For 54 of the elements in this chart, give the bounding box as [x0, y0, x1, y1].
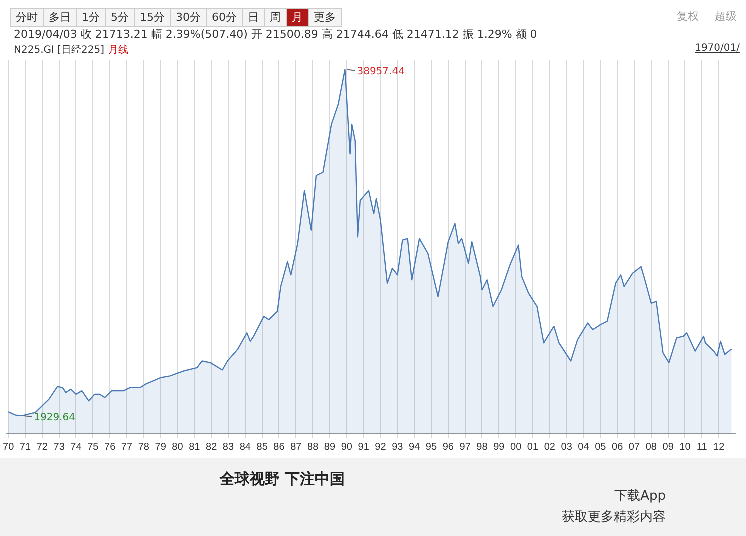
x-tick-label: 09	[662, 442, 674, 453]
x-tick-label: 03	[561, 442, 573, 453]
x-tick-label: 11	[696, 442, 708, 453]
x-tick-label: 96	[442, 442, 454, 453]
x-tick-label: 97	[460, 442, 472, 453]
x-tick-label: 00	[510, 442, 522, 453]
text: 2019/04/03 收 21713.21 幅 2.39%(507.40) 开 21500.89 高 21744.64 低 21471.12 振 1.29% 额 0	[14, 27, 538, 42]
x-tick-label: 74	[70, 442, 82, 453]
x-tick-label: 79	[155, 442, 167, 453]
x-tick-label: 99	[494, 442, 506, 453]
x-tick-label: 89	[324, 442, 336, 453]
text: 全球视野 下注中国	[220, 470, 346, 489]
x-tick-label: 98	[476, 442, 488, 453]
x-tick-label: 85	[256, 442, 268, 453]
x-tick-label: 10	[680, 442, 692, 453]
x-tick-label: 02	[544, 442, 556, 453]
x-tick-label: 81	[189, 442, 201, 453]
x-tick-label: 86	[274, 442, 286, 453]
x-tick-label: 93	[392, 442, 404, 453]
x-tick-label: 70	[3, 442, 15, 453]
x-tick-label: 78	[138, 442, 150, 453]
x-tick-label: 88	[308, 442, 320, 453]
x-tick-label: 72	[36, 442, 48, 453]
text: 获取更多精彩内容	[562, 509, 666, 527]
x-tick-label: 77	[121, 442, 133, 453]
data-label: 1929.64	[34, 412, 76, 424]
x-tick-label: 75	[88, 442, 100, 453]
text: 1970/01/	[695, 43, 740, 54]
text: 复权 超级	[677, 10, 737, 23]
text: 分时 多日 1分 5分 15分 30分 60分 日 周 月 更多	[16, 11, 336, 24]
x-tick-label: 07	[628, 442, 640, 453]
x-tick-label: 12	[714, 442, 726, 453]
x-tick-label: 05	[595, 442, 607, 453]
x-tick-label: 08	[646, 442, 658, 453]
chart-title: N225.GI [日经225]	[14, 45, 105, 56]
x-tick-label: 01	[527, 442, 539, 453]
x-tick-label: 83	[222, 442, 234, 453]
x-tick-label: 76	[104, 442, 116, 453]
x-tick-label: 91	[358, 442, 370, 453]
x-tick-label: 90	[341, 442, 353, 453]
x-tick-label: 95	[426, 442, 438, 453]
x-tick-label: 71	[20, 442, 32, 453]
text: 下载App	[614, 488, 666, 506]
x-tick-label: 04	[578, 442, 590, 453]
chart-subtitle: 月线	[108, 45, 129, 56]
x-tick-label: 84	[240, 442, 252, 453]
x-tick-label: 82	[206, 442, 218, 453]
x-tick-label: 80	[172, 442, 184, 453]
data-label: 38957.44	[357, 66, 405, 78]
x-tick-label: 06	[612, 442, 624, 453]
x-tick-label: 92	[375, 442, 387, 453]
x-tick-label: 94	[409, 442, 421, 453]
x-tick-label: 73	[54, 442, 66, 453]
x-tick-label: 87	[290, 442, 302, 453]
